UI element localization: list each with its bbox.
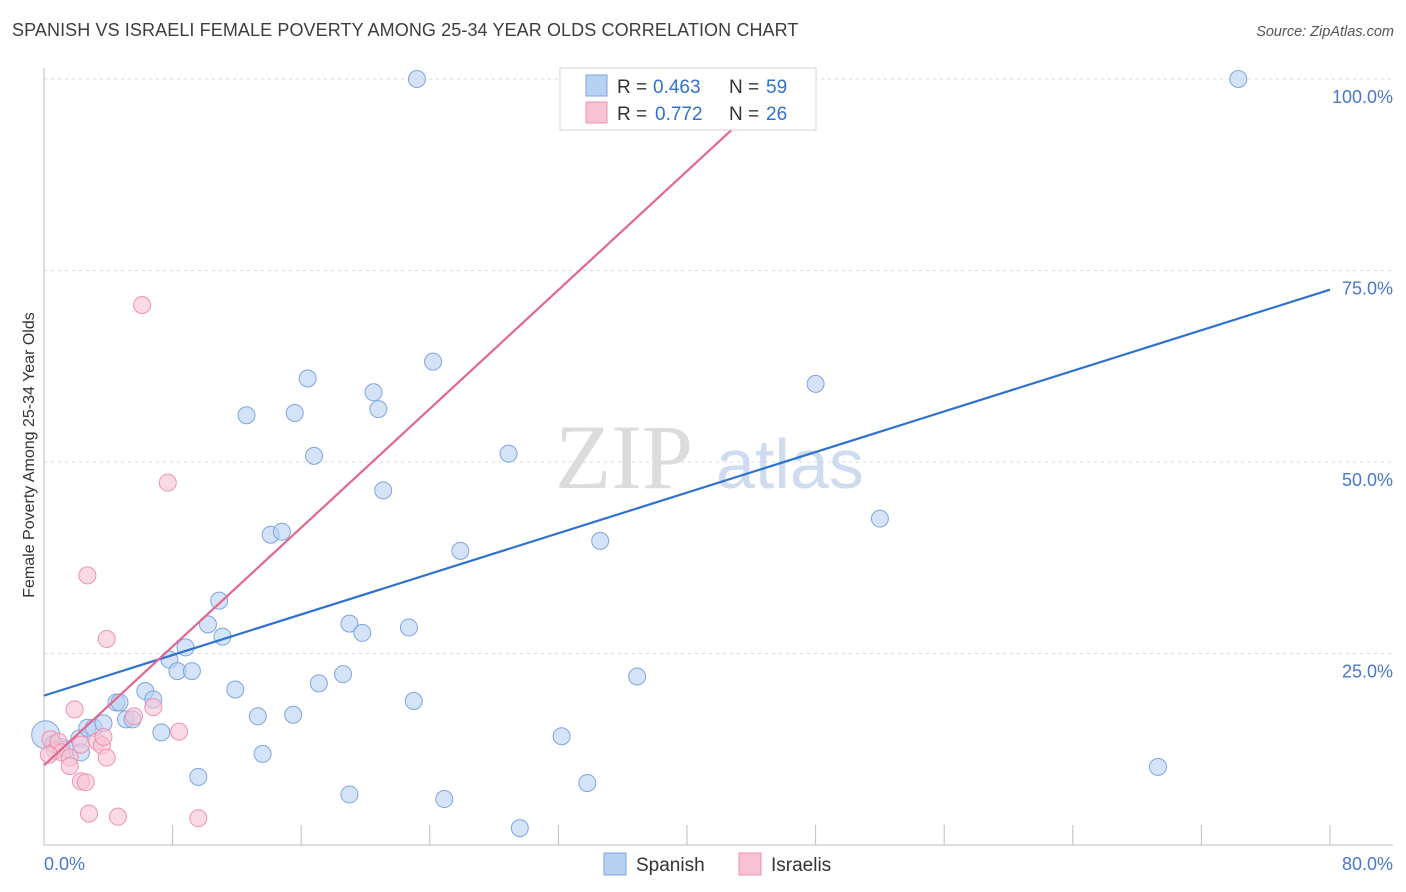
israeli-point	[76, 773, 95, 792]
bottom-legend-spanish: Spanish	[636, 855, 705, 876]
israeli-point	[39, 745, 58, 764]
israeli-point	[65, 700, 84, 719]
legend-n-label-2: N =	[729, 104, 759, 125]
spanish-point	[499, 444, 518, 463]
spanish-point	[399, 618, 418, 637]
bottom-legend-israeli: Israelis	[771, 855, 831, 876]
y-tick-label: 100.0%	[1332, 87, 1393, 107]
legend-n-value-israeli: 26	[766, 104, 787, 125]
spanish-point	[248, 707, 267, 726]
israeli-points	[39, 70, 798, 828]
israeli-point	[189, 809, 208, 828]
legend-swatch-israeli	[585, 101, 608, 124]
israeli-point	[97, 748, 116, 767]
israeli-point	[133, 295, 152, 314]
spanish-point	[424, 352, 443, 371]
legend-r-label-1: R =	[617, 77, 647, 98]
spanish-point	[285, 403, 304, 422]
spanish-point	[404, 691, 423, 710]
spanish-point	[510, 819, 529, 838]
spanish-point	[340, 614, 359, 633]
spanish-point	[353, 623, 372, 642]
spanish-point	[435, 790, 454, 809]
watermark-atlas: atlas	[716, 425, 864, 503]
watermark-zip: ZIP	[555, 406, 693, 508]
spanish-point	[1229, 70, 1248, 88]
israeli-regression-line	[43, 78, 788, 767]
israeli-point	[94, 727, 113, 746]
axes	[43, 68, 1393, 846]
spanish-point	[340, 785, 359, 804]
y-axis-label: Female Poverty Among 25-34 Year Olds	[21, 312, 38, 598]
spanish-point	[369, 400, 388, 419]
spanish-point	[374, 481, 393, 500]
israeli-point	[80, 804, 99, 823]
y-tick-label: 50.0%	[1342, 470, 1393, 490]
spanish-point	[1148, 757, 1167, 776]
grid-lines	[44, 78, 1393, 654]
legend-n-label-1: N =	[729, 77, 759, 98]
israeli-point	[60, 757, 79, 776]
spanish-point	[189, 767, 208, 786]
spanish-point	[182, 662, 201, 681]
spanish-point	[284, 705, 303, 724]
y-tick-label: 75.0%	[1342, 279, 1393, 299]
spanish-point	[407, 70, 426, 88]
legend-n-value-spanish: 59	[766, 77, 787, 98]
israeli-point	[71, 735, 90, 754]
israeli-point	[144, 698, 163, 717]
spanish-point	[309, 674, 328, 693]
x-tick-label-min: 0.0%	[44, 854, 85, 874]
spanish-point	[226, 680, 245, 699]
chart-source: Source: ZipAtlas.com	[1256, 24, 1394, 40]
spanish-point	[870, 509, 889, 528]
bottom-legend: Spanish Israelis	[603, 852, 831, 876]
spanish-point	[578, 773, 597, 792]
spanish-point	[272, 522, 291, 541]
spanish-point	[210, 591, 229, 610]
bottom-legend-swatch-spanish	[603, 852, 627, 876]
israeli-point	[78, 566, 97, 585]
spanish-point	[806, 374, 825, 393]
spanish-point	[298, 369, 317, 388]
y-tick-label: 25.0%	[1342, 662, 1393, 682]
spanish-point	[552, 727, 571, 746]
x-tick-label-max: 80.0%	[1342, 854, 1393, 874]
legend-swatch-spanish	[585, 74, 608, 97]
spanish-point	[628, 667, 647, 686]
regression-lines	[43, 78, 1331, 767]
israeli-point	[97, 629, 116, 648]
chart-title: SPANISH VS ISRAELI FEMALE POVERTY AMONG …	[12, 20, 799, 40]
spanish-point	[305, 446, 324, 465]
spanish-point	[198, 615, 217, 634]
israeli-point	[170, 722, 189, 741]
legend-r-label-2: R =	[617, 104, 647, 125]
israeli-point	[108, 807, 127, 826]
spanish-point	[152, 723, 171, 742]
bottom-legend-swatch-israeli	[738, 852, 762, 876]
spanish-point	[451, 541, 470, 560]
spanish-point	[591, 531, 610, 550]
spanish-point	[364, 383, 383, 402]
legend-r-value-spanish: 0.463	[653, 77, 701, 98]
legend-r-value-israeli: 0.772	[655, 104, 703, 125]
israeli-point	[158, 473, 177, 492]
spanish-point	[253, 744, 272, 763]
israeli-point	[125, 707, 144, 726]
legend-box: R = 0.463 N = 59 R = 0.772 N = 26	[559, 67, 817, 131]
tick-labels: 25.0% 50.0% 75.0% 100.0% 0.0% 80.0%	[44, 87, 1393, 874]
spanish-point	[237, 406, 256, 425]
spanish-point	[333, 665, 352, 684]
spanish-regression-line	[43, 288, 1331, 697]
